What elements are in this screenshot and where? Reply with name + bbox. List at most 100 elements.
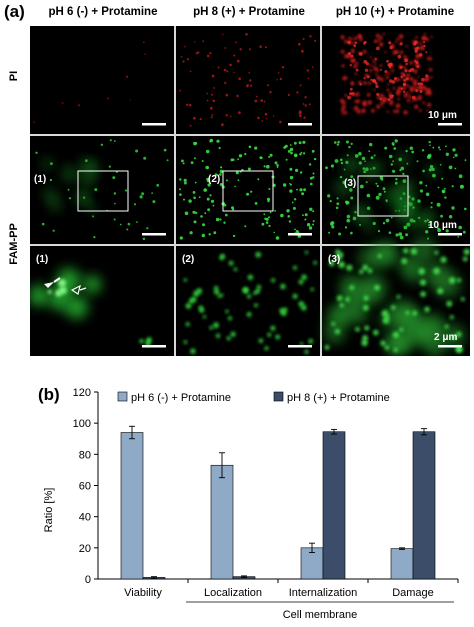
fluorescence-spot: [446, 300, 453, 307]
fluorescence-spot: [211, 93, 214, 96]
fluorescence-spot: [61, 102, 64, 104]
fluorescence-spot: [221, 123, 224, 127]
row-label-fam-pp: FAM-PP: [8, 223, 20, 265]
fluorescence-spot: [189, 124, 192, 127]
fluorescence-spot: [374, 284, 380, 291]
fluorescence-spot: [393, 147, 397, 150]
fluorescence-spot: [246, 312, 252, 317]
zoom-3-signal: [323, 237, 470, 356]
fluorescence-spot: [462, 256, 468, 262]
fluorescence-spot: [409, 146, 413, 150]
fluorescence-spot: [261, 222, 265, 226]
fluorescence-spot: [202, 223, 205, 227]
chart-x-labels: Viability Localization Internalization Dama…: [124, 587, 434, 599]
legend-label-ph8: pH 8 (+) + Protamine: [287, 392, 390, 404]
fluorescence-spot: [384, 146, 388, 150]
fluorescence-spot: [375, 195, 380, 200]
x-category-label: Damage: [392, 587, 434, 599]
scale-bar-zoom-1: [142, 345, 166, 348]
fluorescence-spot: [388, 154, 393, 159]
fluorescence-spot: [354, 36, 358, 40]
fluorescence-spot: [179, 188, 181, 191]
fluorescence-spot: [328, 231, 331, 234]
fluorescence-spot: [451, 185, 454, 188]
fluorescence-spot: [206, 92, 208, 95]
fluorescence-spot: [335, 249, 341, 255]
fluorescence-spot: [299, 84, 302, 87]
fluorescence-spot: [228, 316, 232, 321]
fluorescence-spot: [292, 293, 298, 299]
fluorescence-spot: [372, 60, 376, 63]
fluorescence-spot: [125, 75, 129, 78]
fluorescence-spot: [395, 152, 410, 168]
x-category-label: Localization: [204, 587, 262, 599]
fluorescence-spot: [199, 307, 205, 313]
fluorescence-spot: [312, 176, 315, 179]
fluorescence-spot: [179, 178, 182, 181]
fluorescence-spot: [392, 160, 394, 163]
fluorescence-spot: [346, 264, 353, 271]
fluorescence-spot: [415, 211, 434, 230]
fluorescence-spot: [395, 103, 401, 109]
fluorescence-spot: [113, 140, 116, 142]
fluorescence-spot: [301, 304, 307, 311]
fluorescence-spot: [179, 193, 182, 196]
fluorescence-spot: [373, 154, 376, 157]
fluorescence-spot: [456, 346, 462, 352]
fluorescence-spot: [370, 78, 373, 81]
fluorescence-spot: [114, 202, 116, 205]
fluorescence-spot: [366, 193, 371, 198]
fluorescence-spot: [349, 87, 353, 91]
fluorescence-spot: [260, 99, 263, 102]
fluorescence-spot: [281, 66, 285, 69]
fluorescence-spot: [336, 197, 339, 200]
fluorescence-spot: [406, 98, 410, 103]
fluorescence-spot: [328, 260, 335, 267]
fluorescence-spot: [389, 100, 394, 106]
fluorescence-spot: [289, 175, 294, 180]
panel-b-letter: (b): [38, 385, 60, 404]
fluorescence-spot: [127, 222, 131, 226]
fluorescence-spot: [275, 236, 280, 240]
fluorescence-spot: [416, 320, 445, 348]
fluorescence-spot: [389, 66, 392, 69]
fluorescence-spot: [257, 116, 260, 120]
fluorescence-spot: [146, 227, 149, 230]
fluorescence-spot: [311, 149, 315, 153]
fluorescence-spot: [362, 102, 367, 107]
fluorescence-spot: [313, 157, 317, 161]
fluorescence-spot: [437, 227, 440, 230]
fluorescence-spot: [225, 114, 228, 117]
y-tick-label: 80: [79, 449, 91, 461]
fluorescence-spot: [359, 37, 363, 42]
fluorescence-spot: [380, 77, 384, 82]
legend-area: [108, 384, 408, 418]
fluorescence-spot: [439, 164, 442, 166]
fluorescence-spot: [377, 254, 382, 258]
fluorescence-spot: [383, 188, 397, 202]
fluorescence-spot: [203, 188, 207, 192]
bar-ph6-viability: [120, 432, 144, 580]
scale-label-fam: 10 μm: [428, 220, 457, 231]
fluorescence-spot: [348, 52, 352, 56]
fluorescence-spot: [210, 199, 215, 203]
fluorescence-spot: [220, 166, 223, 169]
fluorescence-spot: [404, 69, 408, 73]
fluorescence-spot: [325, 166, 328, 170]
fluorescence-spot: [347, 40, 351, 45]
fluorescence-spot: [295, 230, 299, 233]
fluorescence-spot: [293, 265, 297, 270]
zoom-2-signal: [183, 250, 317, 354]
fluorescence-spot: [379, 93, 384, 98]
tile-fam-ph8: [176, 136, 320, 244]
fluorescence-spot: [433, 267, 440, 275]
fluorescence-spot: [194, 41, 196, 43]
fluorescence-spot: [282, 183, 287, 187]
fluorescence-spot: [403, 55, 407, 59]
fluorescence-spot: [414, 60, 417, 63]
fluorescence-spot: [411, 95, 416, 100]
fluorescence-spot: [425, 51, 428, 54]
fluorescence-spot: [392, 144, 395, 146]
fluorescence-spot: [298, 42, 301, 46]
fluorescence-spot: [444, 187, 446, 190]
